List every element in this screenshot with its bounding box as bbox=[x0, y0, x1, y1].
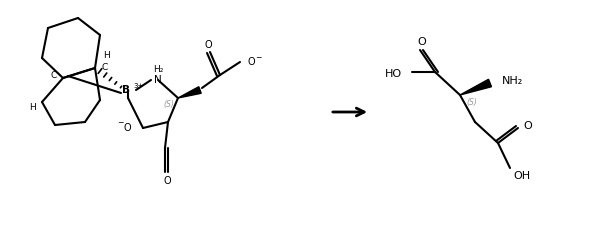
Text: −: − bbox=[117, 119, 124, 128]
Text: O: O bbox=[248, 57, 256, 67]
Text: OH: OH bbox=[513, 171, 530, 181]
Text: O: O bbox=[163, 176, 171, 186]
Text: C: C bbox=[102, 64, 108, 73]
Text: (S): (S) bbox=[164, 100, 175, 109]
Text: C: C bbox=[51, 72, 57, 80]
Text: (S): (S) bbox=[466, 98, 477, 107]
Text: H: H bbox=[103, 52, 110, 61]
Polygon shape bbox=[460, 79, 491, 95]
Text: O: O bbox=[204, 40, 212, 50]
Text: O: O bbox=[523, 121, 532, 131]
Text: NH₂: NH₂ bbox=[502, 76, 523, 86]
Text: N: N bbox=[154, 75, 162, 85]
Text: O: O bbox=[123, 123, 131, 133]
Text: HO: HO bbox=[385, 69, 402, 79]
Polygon shape bbox=[178, 87, 201, 98]
Text: H₂: H₂ bbox=[153, 66, 163, 75]
Text: B: B bbox=[122, 85, 130, 95]
Text: H: H bbox=[29, 103, 36, 112]
Text: 3+: 3+ bbox=[133, 83, 143, 89]
Text: −: − bbox=[255, 54, 261, 63]
Text: O: O bbox=[418, 37, 426, 47]
